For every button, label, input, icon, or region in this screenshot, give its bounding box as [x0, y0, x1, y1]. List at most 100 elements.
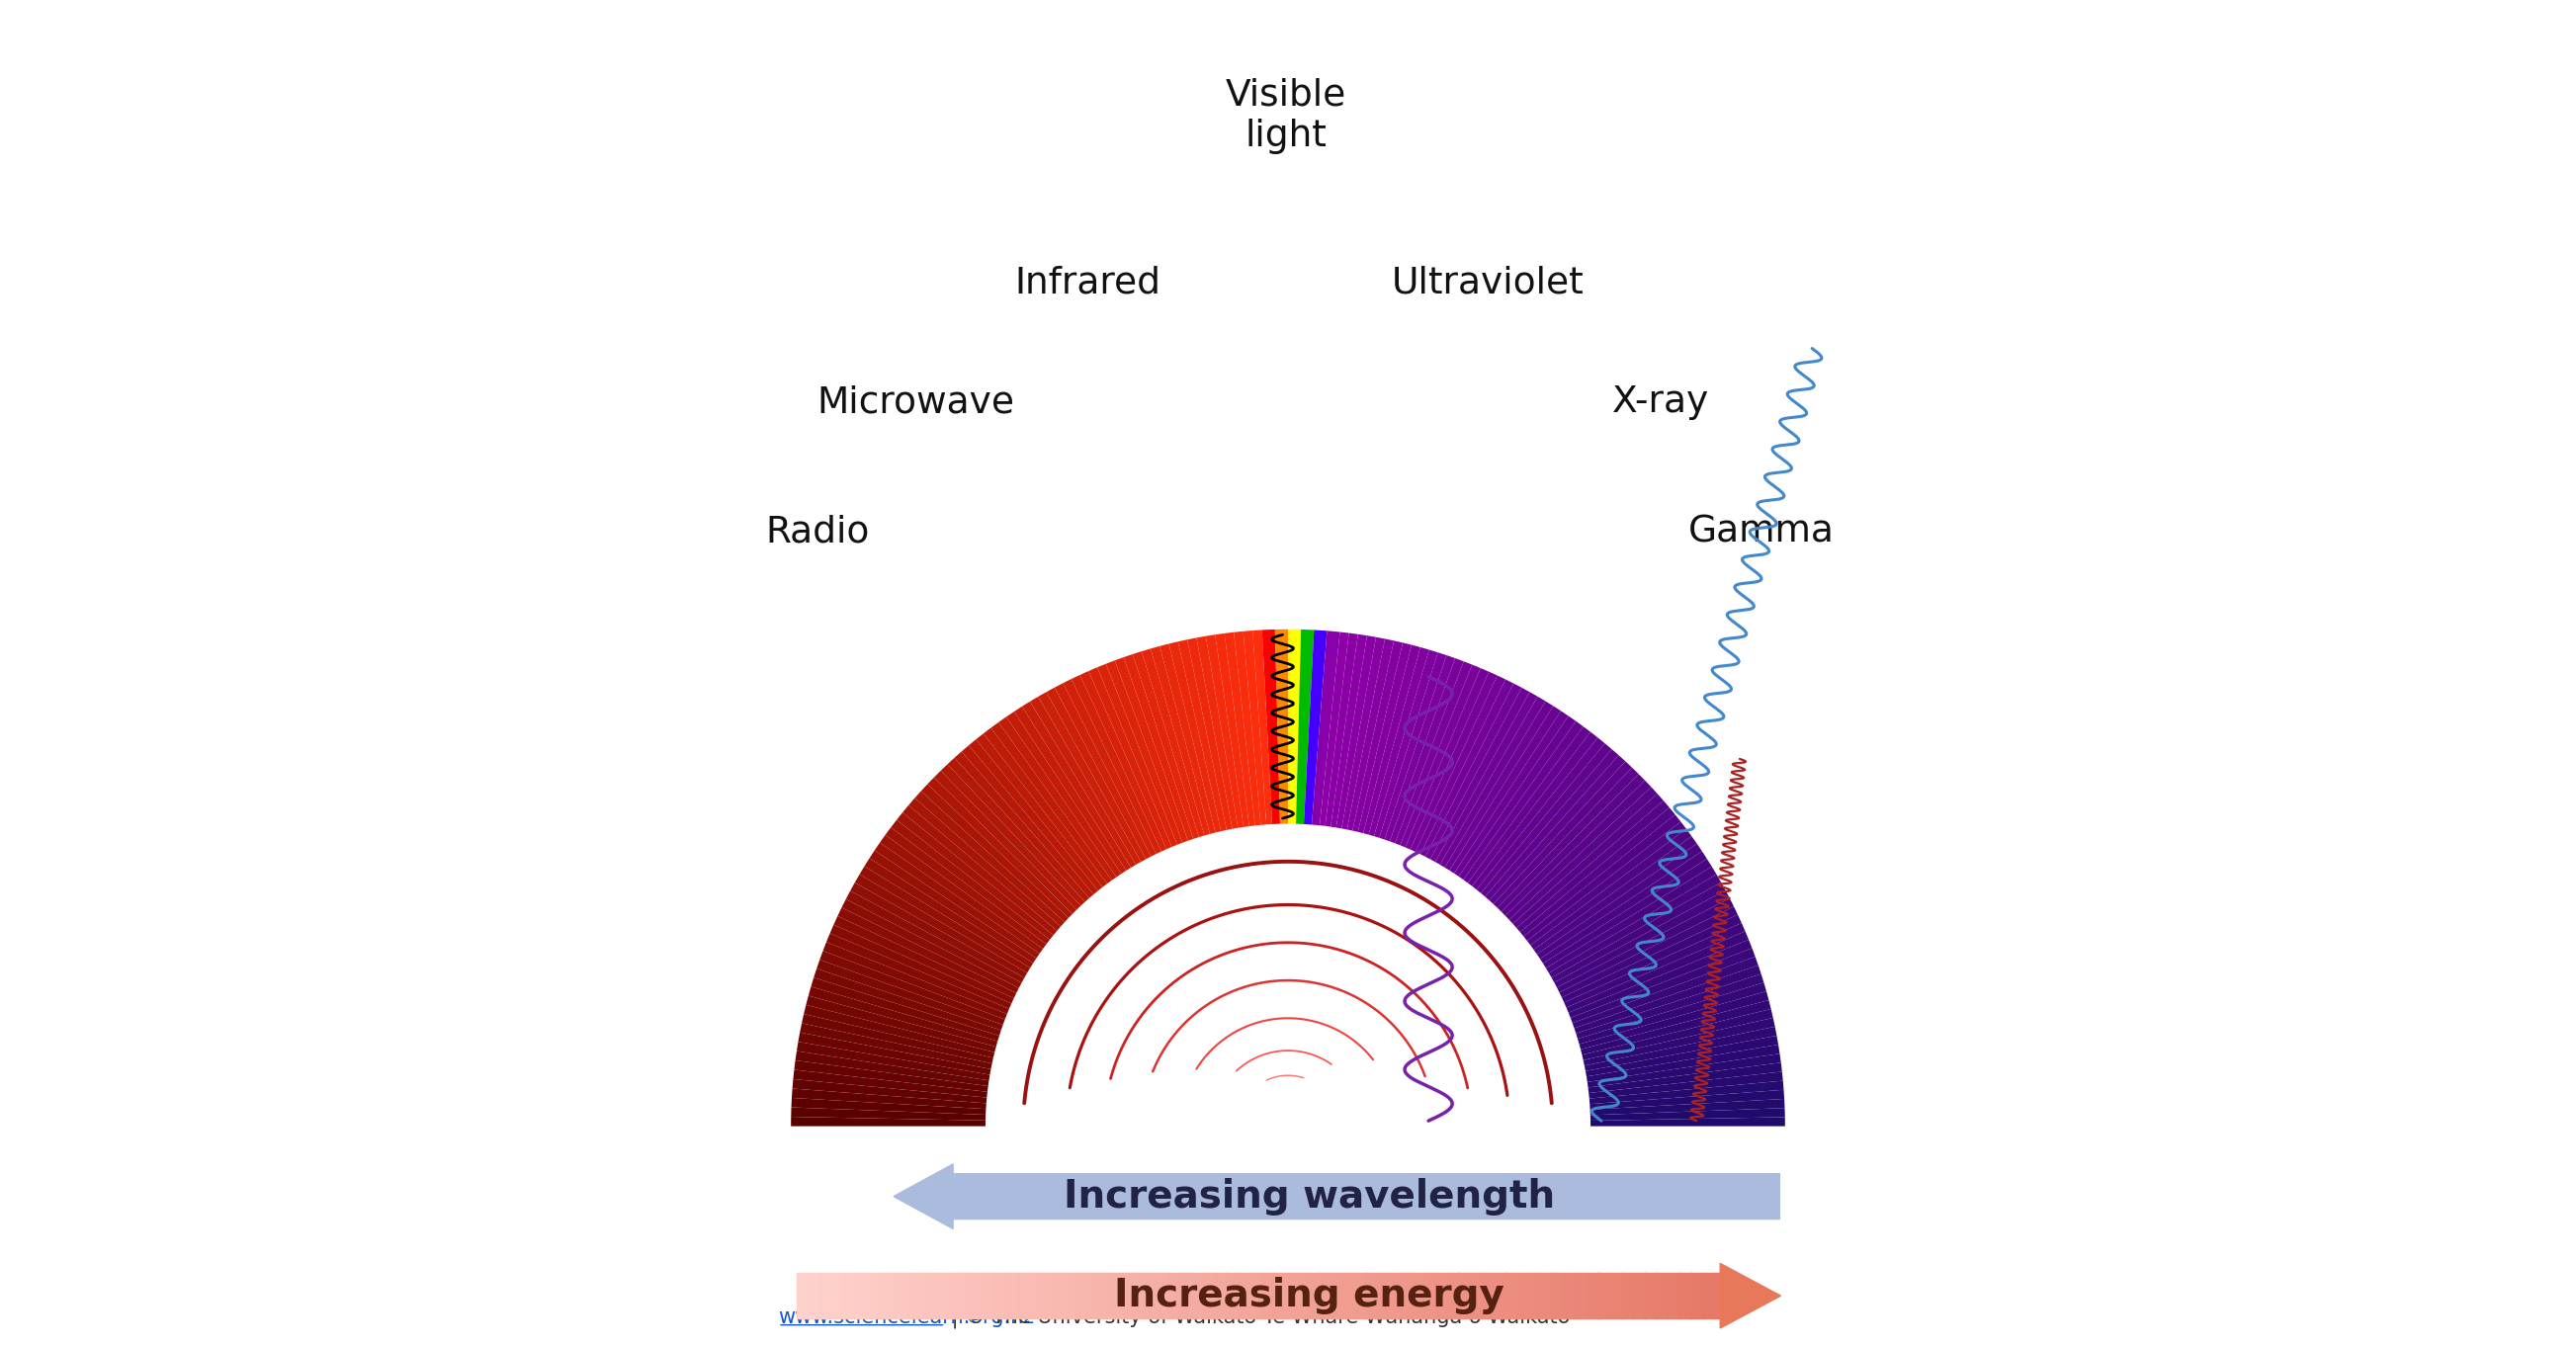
Wedge shape	[1582, 1009, 1772, 1060]
Wedge shape	[961, 745, 1095, 898]
Bar	[1574, 1274, 1587, 1318]
Wedge shape	[1337, 636, 1376, 829]
Wedge shape	[1435, 693, 1538, 865]
Wedge shape	[1373, 650, 1437, 838]
Wedge shape	[1517, 800, 1669, 932]
Wedge shape	[1133, 651, 1198, 839]
Wedge shape	[1324, 633, 1358, 827]
Bar	[1355, 1274, 1368, 1318]
Text: Visible
light: Visible light	[1226, 78, 1347, 155]
Wedge shape	[1587, 1063, 1783, 1093]
Wedge shape	[1589, 1099, 1785, 1115]
Wedge shape	[1589, 1089, 1785, 1110]
Wedge shape	[909, 798, 1061, 931]
Wedge shape	[1275, 629, 1288, 824]
Wedge shape	[881, 835, 1043, 954]
Wedge shape	[791, 1088, 987, 1110]
Wedge shape	[817, 960, 1002, 1030]
Bar	[981, 1274, 994, 1318]
Bar	[1041, 1274, 1054, 1318]
Wedge shape	[902, 806, 1056, 935]
Wedge shape	[1589, 1072, 1783, 1099]
Wedge shape	[1319, 632, 1350, 826]
Wedge shape	[1558, 907, 1739, 998]
Bar	[1587, 1274, 1600, 1318]
Bar	[1064, 1274, 1077, 1318]
Wedge shape	[1332, 635, 1368, 827]
Wedge shape	[1571, 948, 1754, 1024]
Bar	[1388, 1274, 1401, 1318]
Wedge shape	[914, 791, 1064, 927]
Wedge shape	[1090, 667, 1172, 849]
Wedge shape	[1450, 706, 1561, 873]
Wedge shape	[1579, 991, 1770, 1049]
Wedge shape	[1414, 675, 1504, 854]
Wedge shape	[1378, 652, 1448, 839]
Wedge shape	[1584, 1026, 1777, 1071]
Wedge shape	[1494, 761, 1633, 908]
Wedge shape	[1430, 687, 1530, 862]
Bar	[1213, 1274, 1226, 1318]
Wedge shape	[1383, 655, 1455, 842]
Wedge shape	[984, 728, 1108, 888]
Wedge shape	[1177, 640, 1226, 831]
Wedge shape	[1159, 644, 1216, 834]
Wedge shape	[1530, 829, 1692, 950]
Wedge shape	[1342, 638, 1386, 830]
Bar	[1620, 1274, 1633, 1318]
Bar	[1504, 1274, 1517, 1318]
Wedge shape	[819, 951, 1005, 1025]
Text: www.sciencelearn.org.nz: www.sciencelearn.org.nz	[778, 1307, 1033, 1328]
Wedge shape	[1409, 671, 1497, 851]
Wedge shape	[1533, 837, 1698, 954]
Bar	[1249, 1274, 1262, 1318]
Bar	[1273, 1274, 1285, 1318]
Wedge shape	[1587, 1053, 1780, 1088]
Text: Increasing wavelength: Increasing wavelength	[1064, 1178, 1556, 1215]
Bar	[809, 1274, 822, 1318]
Bar	[1285, 1274, 1296, 1318]
Wedge shape	[1453, 712, 1569, 877]
Bar	[1517, 1274, 1530, 1318]
Wedge shape	[1577, 983, 1767, 1044]
Bar	[1494, 1274, 1507, 1318]
Bar	[1144, 1274, 1157, 1318]
Wedge shape	[948, 757, 1084, 905]
Wedge shape	[1512, 794, 1664, 928]
Bar	[1180, 1274, 1193, 1318]
Wedge shape	[891, 820, 1051, 944]
Bar	[1656, 1274, 1669, 1318]
Wedge shape	[1303, 629, 1327, 824]
Bar	[1713, 1274, 1726, 1318]
Wedge shape	[850, 882, 1025, 983]
Wedge shape	[814, 968, 1002, 1036]
Wedge shape	[1151, 646, 1211, 835]
Bar	[1051, 1274, 1064, 1318]
Bar	[1342, 1274, 1355, 1318]
Wedge shape	[935, 771, 1077, 913]
Wedge shape	[1571, 956, 1759, 1028]
Bar	[1018, 1274, 1030, 1318]
Bar	[1643, 1274, 1656, 1318]
Bar	[1448, 1274, 1461, 1318]
Wedge shape	[1188, 638, 1231, 830]
Text: Ultraviolet: Ultraviolet	[1391, 266, 1584, 301]
Wedge shape	[1481, 744, 1613, 897]
Wedge shape	[1574, 966, 1762, 1033]
Text: | © The University of Waikato Te Whare Wānanga o Waikato: | © The University of Waikato Te Whare W…	[945, 1307, 1571, 1328]
Bar	[1167, 1274, 1180, 1318]
FancyArrow shape	[1721, 1263, 1780, 1329]
Wedge shape	[1520, 807, 1674, 936]
Bar	[1564, 1274, 1577, 1318]
Wedge shape	[1141, 648, 1206, 837]
Wedge shape	[866, 858, 1033, 968]
Wedge shape	[1548, 874, 1721, 978]
Wedge shape	[1504, 780, 1651, 920]
Bar	[866, 1274, 878, 1318]
Bar	[925, 1274, 938, 1318]
Bar	[1680, 1274, 1692, 1318]
Wedge shape	[1569, 940, 1752, 1018]
Wedge shape	[1556, 898, 1734, 993]
Wedge shape	[796, 1042, 989, 1080]
Wedge shape	[806, 995, 997, 1052]
